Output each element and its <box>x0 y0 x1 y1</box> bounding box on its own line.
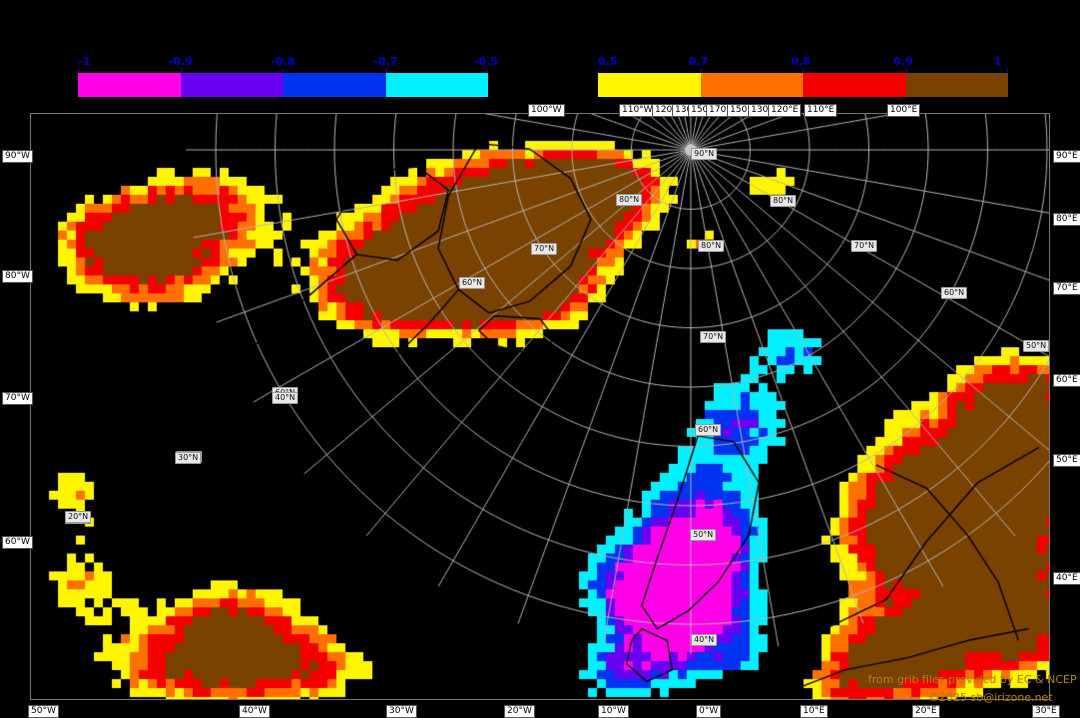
axis-label-right: 70°E <box>1053 282 1080 295</box>
colorbar-tick-09: 0.9 <box>893 55 914 68</box>
axis-label-right: 90°E <box>1053 150 1080 163</box>
axis-label-left: 70°W <box>2 392 33 405</box>
axis-label-top: 110°W <box>619 104 656 117</box>
colorbar-tick-08: -0.8 <box>271 55 296 68</box>
map-raster <box>31 114 1049 699</box>
axis-label-bottom: 20°W <box>504 705 535 718</box>
colorbar-tick-1: -1 <box>78 55 91 68</box>
colorbar-positive-ticks: 0.5 0.7 0.8 0.9 1 <box>598 55 1008 73</box>
grid-label: 40°N <box>691 634 718 646</box>
colorbar-swatch-cyan <box>385 73 488 97</box>
colorbar-tickmark <box>385 68 387 73</box>
colorbar-tick-07: 0.7 <box>688 55 709 68</box>
axis-label-bottom: 0°W <box>696 705 722 718</box>
axis-label-bottom: 10°W <box>598 705 629 718</box>
colorbar-tickmark <box>283 68 284 73</box>
grid-label: 70°N <box>531 243 558 255</box>
axis-label-top: 100°E <box>887 104 921 117</box>
axis-label-bottom: 30°W <box>386 705 417 718</box>
colorbar-swatch-brown <box>905 73 1008 97</box>
colorbar-tickmark <box>180 68 182 73</box>
grid-label: 80°N <box>770 195 797 207</box>
colorbar-swatch-violet <box>180 73 283 97</box>
colorbar-tickmark <box>487 68 488 73</box>
colorbar-tickmark <box>905 68 907 73</box>
grid-label: 60°N <box>695 424 722 436</box>
axis-label-right: 50°E <box>1053 454 1080 467</box>
axis-label-bottom: 40°W <box>239 705 270 718</box>
colorbar-swatch-orange <box>700 73 803 97</box>
grid-label: 70°N <box>700 331 727 343</box>
axis-label-bottom: 20°E <box>912 705 940 718</box>
map-plot-area[interactable] <box>30 113 1050 700</box>
colorbar-tickmark <box>1007 68 1008 73</box>
grid-label: 50°N <box>690 529 717 541</box>
axis-label-top: 120°E <box>768 104 802 117</box>
axis-label-right: 60°E <box>1053 374 1080 387</box>
colorbar-tickmark <box>803 68 804 73</box>
colorbar-swatch-blue <box>283 73 386 97</box>
colorbar-tick-09: -0.9 <box>168 55 193 68</box>
colorbar-negative-ticks: -1 -0.9 -0.8 -0.7 -0.5 <box>78 55 498 73</box>
colorbar-swatch-red <box>803 73 906 97</box>
colorbar-swatch-magenta <box>78 73 181 97</box>
grid-label: 90°N <box>691 148 718 160</box>
colorbar-tick-07: -0.7 <box>373 55 398 68</box>
axis-label-left: 80°W <box>2 270 33 283</box>
axis-label-right: 80°E <box>1053 213 1080 226</box>
axis-label-top: 110°E <box>804 104 838 117</box>
colorbar-tickmark <box>598 68 599 73</box>
grid-label: 60°N <box>941 287 968 299</box>
colorbar-tick-1: 1 <box>994 55 1002 68</box>
grid-label: 30°N <box>175 452 202 464</box>
grid-label: 80°N <box>616 194 643 206</box>
grid-label: 50°N <box>1023 340 1050 352</box>
colorbar-tickmark <box>78 68 79 73</box>
colorbar-positive-swatches <box>598 73 1008 97</box>
axis-label-bottom: 50°W <box>28 705 59 718</box>
colorbar-tick-05: -0.5 <box>474 55 499 68</box>
colorbar-negative-swatches <box>78 73 488 97</box>
axis-label-right: 40°E <box>1053 572 1080 585</box>
colorbar-tick-05: 0.5 <box>598 55 618 68</box>
colorbar-tickmark <box>700 68 702 73</box>
colorbar-tick-08: 0.8 <box>791 55 811 68</box>
axis-label-left: 90°W <box>2 150 33 163</box>
axis-label-left: 60°W <box>2 536 33 549</box>
axis-label-top: 100°W <box>528 104 565 117</box>
grid-label: 40°N <box>272 392 299 404</box>
grid-label: 80°N <box>698 240 725 252</box>
colorbar-swatch-yellow <box>598 73 701 97</box>
grid-label: 20°N <box>65 511 92 523</box>
grid-label: 70°N <box>851 240 878 252</box>
axis-label-bottom: 10°E <box>800 705 828 718</box>
credit-source: from grib files provided by EC & NCEP <box>868 673 1077 686</box>
credit-copyright: ©2025 sb@irizone.net <box>928 691 1053 704</box>
grid-label: 60°N <box>459 277 486 289</box>
axis-label-bottom: 30°E <box>1032 705 1060 718</box>
